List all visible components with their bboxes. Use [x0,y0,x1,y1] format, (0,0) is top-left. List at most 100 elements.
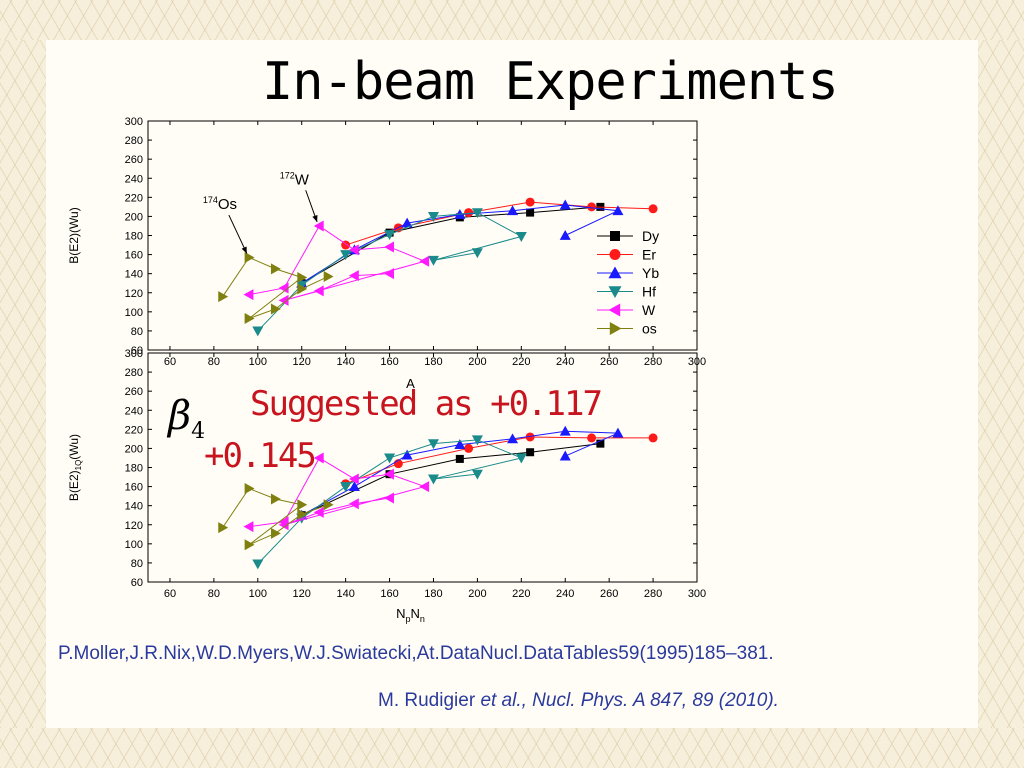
beta-letter: β [168,393,192,439]
y-tick-label: 80 [131,558,143,570]
y-tick-label: 160 [125,482,143,494]
y-tick-label: 240 [125,173,143,185]
legend-label: os [642,321,657,337]
decorative-border-bottom [0,728,1024,768]
x-tick-label: 100 [249,356,267,368]
x-tick-label: 140 [336,356,354,368]
marker-triangle-down [252,559,264,570]
x-tick-label: 160 [380,588,398,600]
series-w [243,452,430,533]
y-tick-label: 220 [125,424,143,436]
marker-triangle-left [278,294,289,306]
marker-triangle-up [559,199,571,210]
series-line-er [345,436,654,485]
annotation-arrowhead [312,214,318,222]
x-tick-label: 220 [512,588,530,600]
y-tick-label: 220 [125,192,143,204]
y-tick-label: 200 [125,443,143,455]
annotation-label: 174Os [203,195,237,213]
annotation-arrow [228,214,248,254]
beta-subscript: 4 [191,419,206,444]
y-tick-label: 140 [125,501,143,513]
marker-triangle-down [340,482,352,493]
marker-triangle-right [297,271,308,283]
marker-triangle-left [384,268,394,280]
marker-triangle-up [507,433,519,444]
x-tick-label: 280 [644,588,662,600]
decorative-border-top [0,0,1024,40]
marker-triangle-left [419,255,430,267]
marker-triangle-right [297,499,308,511]
y-tick-label: 200 [125,211,143,223]
series-hf [252,208,527,337]
legend-label: Yb [642,265,659,281]
y-tick-label: 120 [125,520,143,532]
legend-label: Er [642,247,656,263]
marker-square [455,454,464,463]
ref2-author: M. Rudigier [378,690,476,711]
marker-circle [609,249,621,260]
y-tick-label: 280 [125,135,143,147]
y-tick-label: 300 [125,116,143,128]
y-tick-label: 140 [125,269,143,281]
marker-triangle-right [323,499,334,511]
series-line-w [248,225,427,301]
y-tick-label: 280 [125,367,143,379]
marker-triangle-up [612,205,624,216]
series-yb [296,425,624,520]
slide-title: In-beam Experiments [262,52,839,112]
marker-square [610,231,620,241]
marker-triangle-down [427,255,439,266]
marker-triangle-up [559,425,571,436]
series-line-w [248,457,427,528]
y-tick-label: 60 [131,577,143,589]
marker-triangle-down [608,286,622,298]
x-axis-label: A [406,376,415,391]
marker-triangle-left [278,519,289,531]
marker-triangle-left [419,481,430,493]
marker-triangle-up [559,230,571,240]
x-tick-label: 200 [468,588,486,600]
marker-triangle-right [244,313,255,325]
marker-triangle-right [609,322,622,335]
series-line-er [345,201,654,246]
marker-triangle-right [218,291,229,303]
marker-circle [587,202,597,212]
x-tick-label: 60 [164,588,176,600]
marker-triangle-left [348,244,359,256]
beta4-symbol: β4 [168,393,205,444]
y-axis-label: B(E2)(Wu) [67,207,81,263]
marker-triangle-right [218,522,229,534]
suggested-value-2: +0.145 [204,436,317,476]
y-axis-label: B(E2)1Q(Wu) [67,434,83,501]
annotation-label: 172W [280,170,310,188]
y-tick-label: 80 [131,326,143,338]
marker-square [596,439,605,448]
series-dy [297,439,605,520]
x-tick-label: 240 [556,588,574,600]
marker-triangle-down [384,230,396,241]
marker-triangle-left [313,452,324,464]
y-tick-label: 260 [125,386,143,398]
series-line-yb [301,430,619,516]
marker-triangle-right [244,539,255,551]
x-tick-label: 120 [293,588,311,600]
marker-triangle-left [243,289,254,301]
reference-rudigier: M. Rudigier et al., Nucl. Phys. A 847, 8… [378,690,978,712]
marker-triangle-down [340,250,352,261]
x-tick-label: 180 [424,356,442,368]
x-tick-label: 180 [424,588,442,600]
y-tick-label: 120 [125,288,143,300]
x-axis-label: NpNn [396,606,425,624]
marker-triangle-down [515,232,527,242]
slide-content-area [46,40,978,728]
y-tick-label: 160 [125,250,143,262]
series-hf [252,435,527,570]
x-tick-label: 80 [208,588,220,600]
marker-circle [648,204,658,214]
marker-triangle-left [348,498,359,510]
marker-triangle-down [471,248,483,259]
x-tick-label: 80 [208,356,220,368]
